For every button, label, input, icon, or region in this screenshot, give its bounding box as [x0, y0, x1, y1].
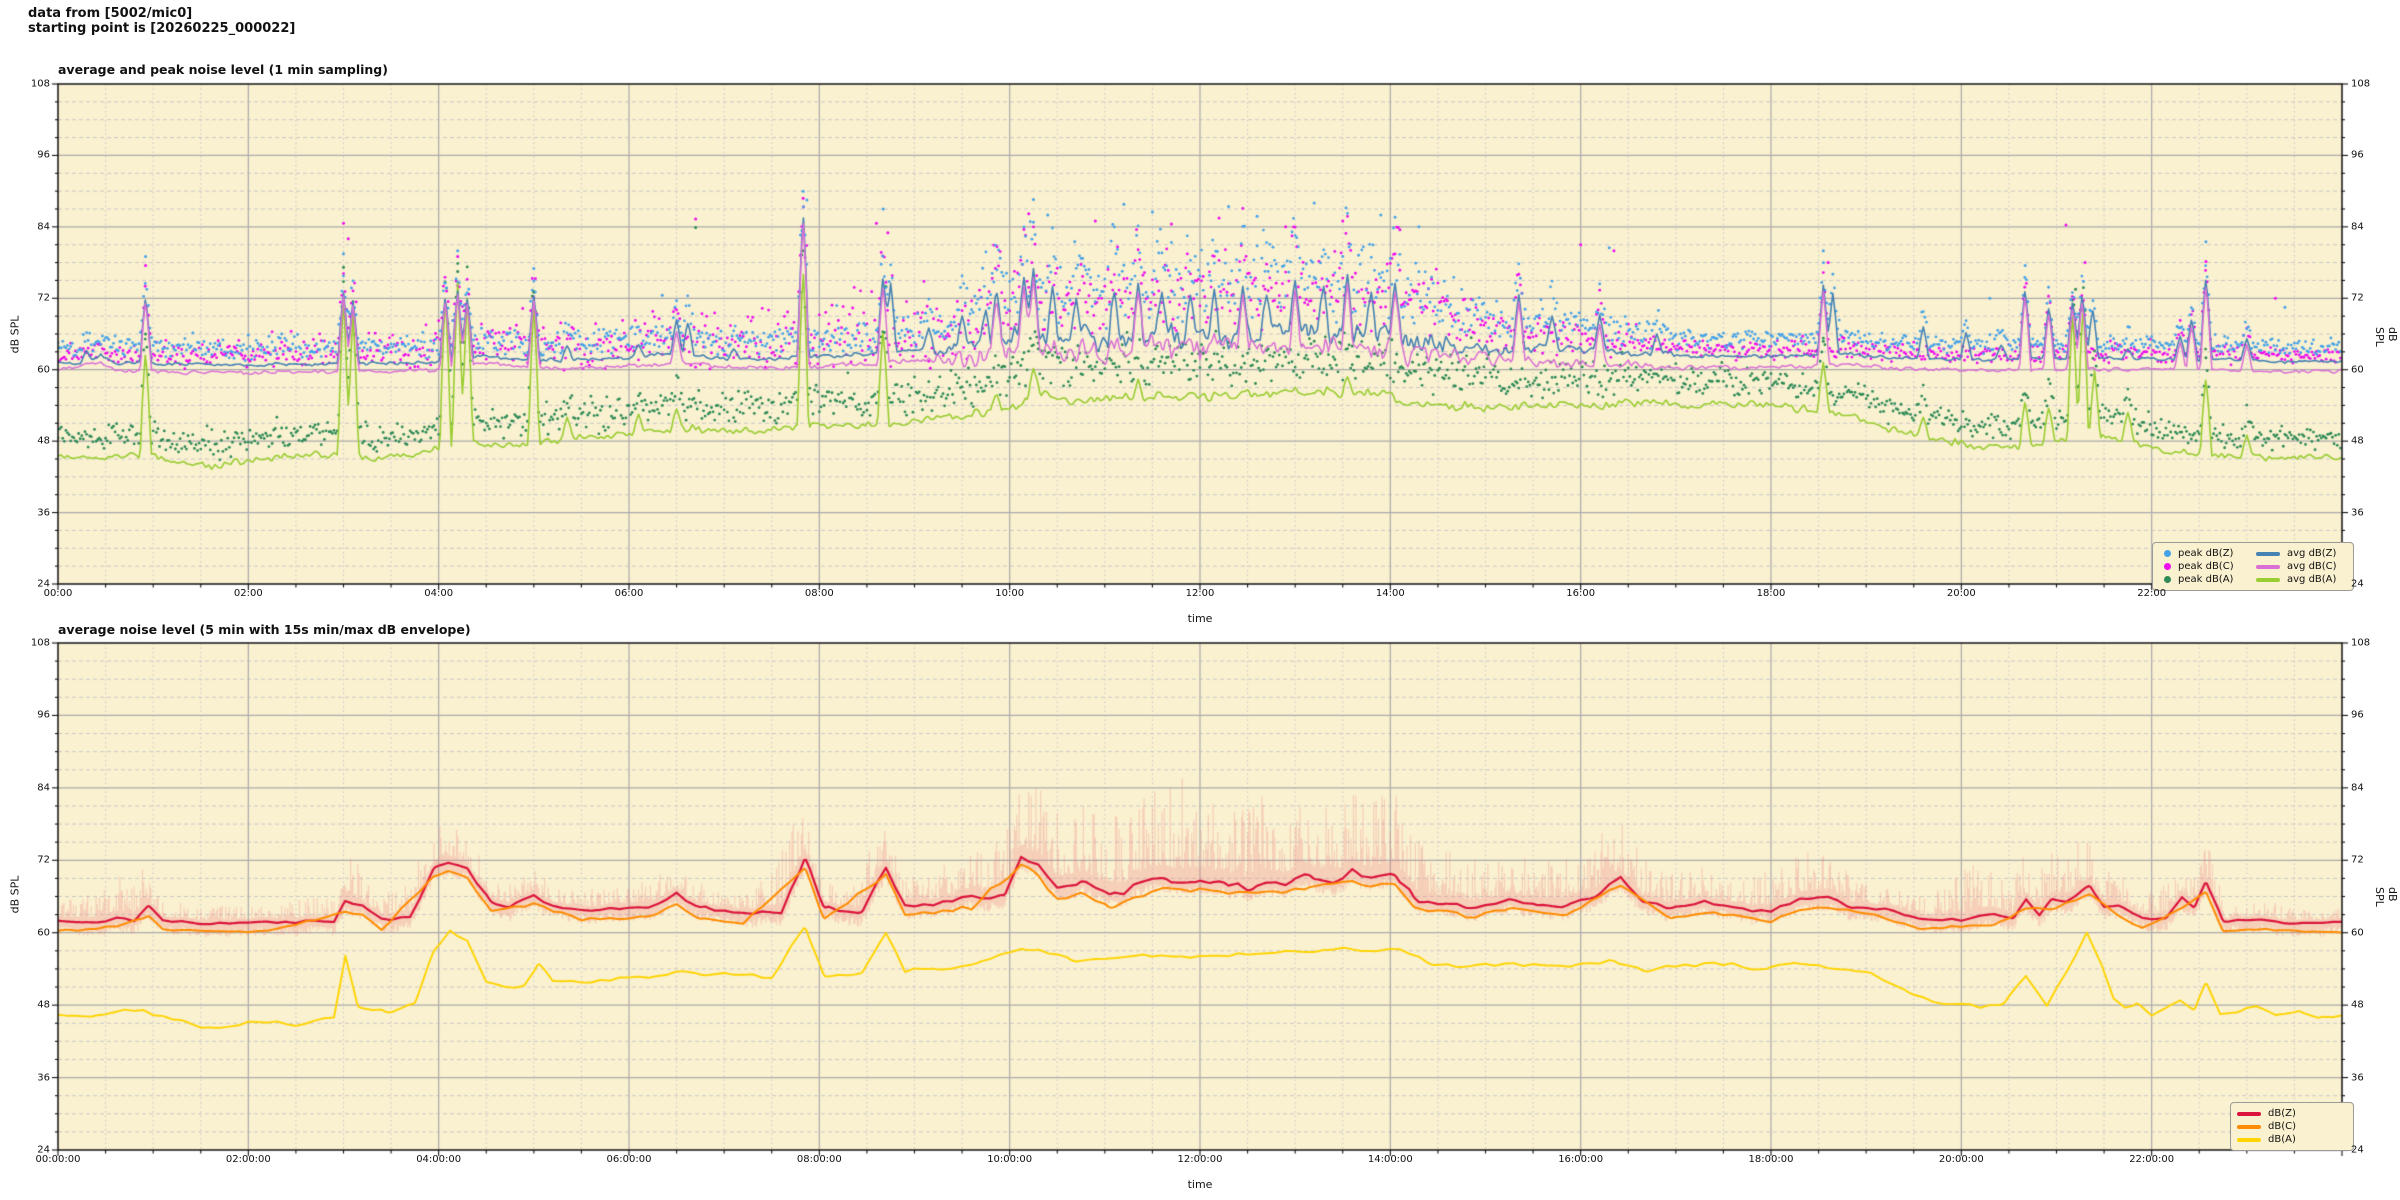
legend-dot-swatch [2164, 576, 2171, 583]
top-xlabel: time [1187, 612, 1213, 625]
legend-entry: avg dB(C) [2256, 560, 2345, 573]
y-tick-label-right: 84 [2351, 221, 2364, 233]
x-tick-label: 12:00:00 [1177, 1154, 1223, 1165]
legend-entry: dB(A) [2237, 1133, 2345, 1146]
x-tick-label: 20:00:00 [1938, 1154, 1984, 1165]
legend-dot-swatch [2164, 563, 2171, 570]
y-tick-label-right: 60 [2351, 927, 2364, 939]
legend-line-swatch [2237, 1137, 2261, 1142]
legend-label: dB(Z) [2268, 1108, 2296, 1119]
bottom-xlabel: time [1187, 1178, 1213, 1191]
y-tick-label-right: 36 [2351, 1072, 2364, 1084]
legend-label: peak dB(A) [2178, 574, 2234, 585]
y-tick-label-right: 24 [2351, 1144, 2364, 1156]
y-tick-label-left: 24 [37, 578, 50, 590]
x-tick-label: 06:00:00 [606, 1154, 652, 1165]
y-tick-label-left: 60 [37, 927, 50, 939]
x-tick-label: 12:00 [1185, 588, 1215, 599]
y-tick-label-left: 72 [37, 854, 50, 866]
x-tick-label: 08:00 [804, 588, 834, 599]
top-chart-legend: peak dB(Z) peak dB(C) peak dB(A) avg dB(Z) a… [2152, 542, 2354, 591]
legend-entry: dB(Z) [2237, 1107, 2345, 1120]
legend-line-swatch [2237, 1124, 2261, 1129]
y-tick-label-left: 60 [37, 364, 50, 376]
bottom-chart-canvas [46, 631, 2354, 1162]
y-tick-label-right: 72 [2351, 292, 2364, 304]
legend-entry: avg dB(Z) [2256, 547, 2345, 560]
x-tick-label: 08:00:00 [796, 1154, 842, 1165]
y-tick-label-right: 108 [2351, 637, 2371, 649]
bottom-chart-legend: dB(Z) dB(C) dB(A) [2230, 1102, 2354, 1151]
y-tick-label-left: 108 [30, 637, 50, 649]
x-tick-label: 00:00 [43, 588, 73, 599]
y-tick-label-right: 84 [2351, 782, 2364, 794]
x-tick-label: 00:00:00 [35, 1154, 81, 1165]
legend-label: avg dB(C) [2287, 561, 2337, 572]
y-tick-label-left: 48 [37, 999, 50, 1011]
y-tick-label-right: 36 [2351, 507, 2364, 519]
bottom-ylabel-left: dB SPL [8, 875, 22, 914]
y-tick-label-left: 96 [37, 709, 50, 721]
x-tick-label: 22:00 [2137, 588, 2167, 599]
y-tick-label-right: 48 [2351, 435, 2364, 447]
x-tick-label: 04:00 [424, 588, 454, 599]
y-tick-label-left: 36 [37, 507, 50, 519]
x-tick-label: 10:00 [995, 588, 1025, 599]
y-tick-label-left: 84 [37, 782, 50, 794]
x-tick-label: 10:00:00 [987, 1154, 1033, 1165]
y-tick-label-left: 96 [37, 149, 50, 161]
x-tick-label: 14:00:00 [1367, 1154, 1413, 1165]
legend-line-swatch [2237, 1111, 2261, 1116]
legend-line-swatch [2256, 577, 2280, 582]
x-tick-label: 06:00 [614, 588, 644, 599]
y-tick-label-right: 72 [2351, 854, 2364, 866]
y-tick-label-right: 24 [2351, 578, 2364, 590]
y-tick-label-right: 108 [2351, 78, 2371, 90]
x-tick-label: 18:00 [1756, 588, 1786, 599]
top-ylabel-right: dB SPL [2373, 327, 2399, 347]
legend-line-swatch [2256, 551, 2280, 556]
y-tick-label-left: 24 [37, 1144, 50, 1156]
legend-line-swatch [2256, 564, 2280, 569]
header-start-line: starting point is [20260225_000022] [28, 21, 296, 36]
y-tick-label-right: 60 [2351, 364, 2364, 376]
y-tick-label-left: 72 [37, 292, 50, 304]
y-tick-label-right: 48 [2351, 999, 2364, 1011]
x-tick-label: 04:00:00 [416, 1154, 462, 1165]
x-tick-label: 16:00:00 [1558, 1154, 1604, 1165]
legend-entry: peak dB(A) [2159, 573, 2242, 586]
x-tick-label: 02:00:00 [225, 1154, 271, 1165]
legend-label: peak dB(Z) [2178, 548, 2234, 559]
legend-label: peak dB(C) [2178, 561, 2234, 572]
legend-entry: dB(C) [2237, 1120, 2345, 1133]
x-tick-label: 20:00 [1946, 588, 1976, 599]
x-tick-label: 18:00:00 [1748, 1154, 1794, 1165]
x-tick-label: 16:00 [1566, 588, 1596, 599]
y-tick-label-left: 84 [37, 221, 50, 233]
legend-label: dB(A) [2268, 1134, 2296, 1145]
top-chart-canvas [46, 72, 2354, 596]
y-tick-label-right: 96 [2351, 149, 2364, 161]
legend-entry: peak dB(Z) [2159, 547, 2242, 560]
x-tick-label: 22:00:00 [2129, 1154, 2175, 1165]
top-ylabel-left: dB SPL [8, 315, 22, 354]
legend-label: dB(C) [2268, 1121, 2296, 1132]
y-tick-label-left: 108 [30, 78, 50, 90]
legend-label: avg dB(A) [2287, 574, 2337, 585]
x-tick-label: 02:00 [233, 588, 263, 599]
legend-dot-swatch [2164, 550, 2171, 557]
header-source-line: data from [5002/mic0] [28, 6, 193, 21]
x-tick-label: 14:00 [1375, 588, 1405, 599]
legend-entry: avg dB(A) [2256, 573, 2345, 586]
y-tick-label-right: 96 [2351, 709, 2364, 721]
bottom-ylabel-right: dB SPL [2373, 887, 2399, 907]
legend-entry: peak dB(C) [2159, 560, 2242, 573]
y-tick-label-left: 36 [37, 1072, 50, 1084]
y-tick-label-left: 48 [37, 435, 50, 447]
legend-label: avg dB(Z) [2287, 548, 2337, 559]
